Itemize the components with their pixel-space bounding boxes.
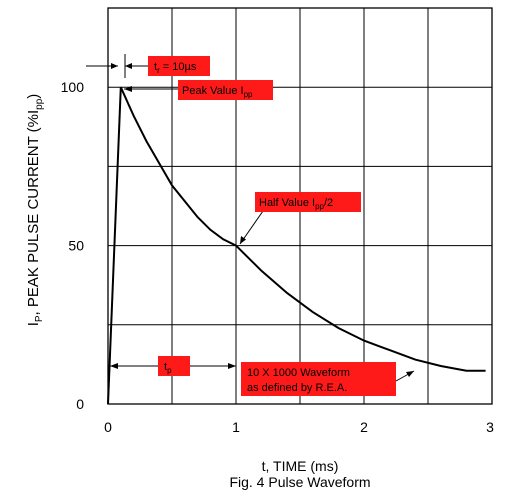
x-tick-label: 0 <box>104 419 112 435</box>
y-tick-label: 50 <box>68 238 84 254</box>
figure-caption: Fig. 4 Pulse Waveform <box>229 474 370 490</box>
waveform-annotation: 10 X 1000 Waveform as defined by R.E.A. <box>241 362 415 396</box>
svg-text:tp: tp <box>164 361 172 375</box>
plot-frame <box>107 7 493 405</box>
tr-annotation: tr = 10µs <box>86 54 210 78</box>
series-line-pulse <box>107 86 486 405</box>
svg-text:as defined by R.E.A.: as defined by R.E.A. <box>247 382 347 394</box>
grid <box>108 8 492 404</box>
y-tick-label: 100 <box>61 79 85 95</box>
x-tick-label: 3 <box>486 419 494 435</box>
x-tick-label: 2 <box>360 419 368 435</box>
x-axis-label: t, TIME (ms) <box>262 458 339 474</box>
x-tick-label: 1 <box>232 419 240 435</box>
svg-text:tr = 10µs: tr = 10µs <box>154 61 197 75</box>
svg-text:Half Value Ipp/2: Half Value Ipp/2 <box>259 197 333 211</box>
half-value-annotation: Half Value Ipp/2 <box>239 192 361 245</box>
tick-labels: 0 1 2 3 0 50 100 <box>61 79 494 435</box>
y-axis-label: IP, PEAK PULSE CURRENT (%Ipp) <box>25 94 45 327</box>
tp-annotation: tp <box>110 356 236 376</box>
svg-text:Peak Value Ipp: Peak Value Ipp <box>182 85 253 99</box>
svg-text:10 X 1000 Waveform: 10 X 1000 Waveform <box>247 367 350 379</box>
peak-value-annotation: Peak Value Ipp <box>124 80 273 100</box>
y-tick-label: 0 <box>76 396 84 412</box>
